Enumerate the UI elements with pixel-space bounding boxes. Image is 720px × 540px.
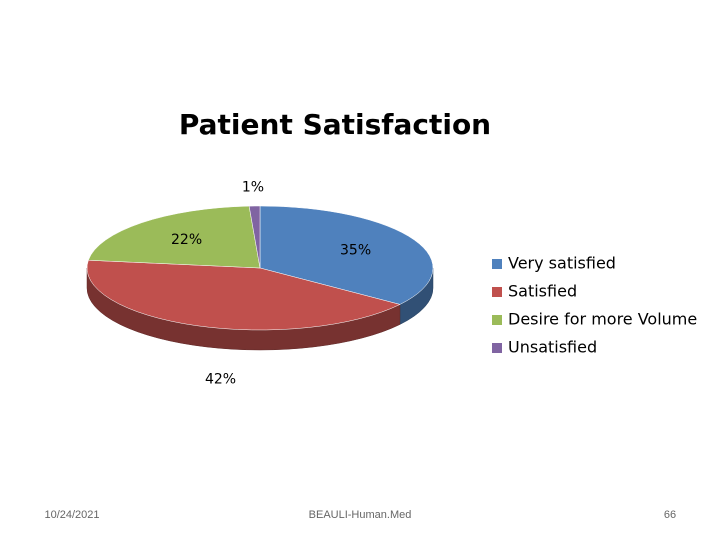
chart-title: Patient Satisfaction — [179, 108, 491, 141]
legend-label: Unsatisfied — [508, 338, 597, 357]
legend-swatch — [492, 315, 502, 325]
legend: Very satisfied Satisfied Desire for more V… — [492, 254, 697, 357]
legend-label: Very satisfied — [508, 254, 616, 273]
page-number: 66 — [664, 509, 676, 521]
legend-swatch — [492, 259, 502, 269]
data-label: 42% — [205, 372, 236, 388]
slice — [86, 259, 401, 351]
footer-date: 10/24/2021 — [44, 509, 99, 521]
footer-text: BEAULI-Human.Med — [309, 509, 412, 521]
pie: 35% 42% 22% 1% — [86, 179, 434, 388]
legend-label: Desire for more Volume — [508, 310, 697, 329]
data-label: 35% — [340, 243, 371, 259]
legend-swatch — [492, 287, 502, 297]
slice-top — [88, 205, 261, 269]
slice-top — [86, 259, 401, 331]
data-label: 22% — [171, 232, 202, 248]
slice-top — [248, 205, 261, 269]
slice-top — [259, 205, 434, 305]
data-label: 1% — [242, 179, 264, 195]
slice — [88, 205, 261, 269]
slice — [248, 205, 261, 269]
legend-swatch — [492, 343, 502, 353]
legend-label: Satisfied — [508, 282, 577, 301]
